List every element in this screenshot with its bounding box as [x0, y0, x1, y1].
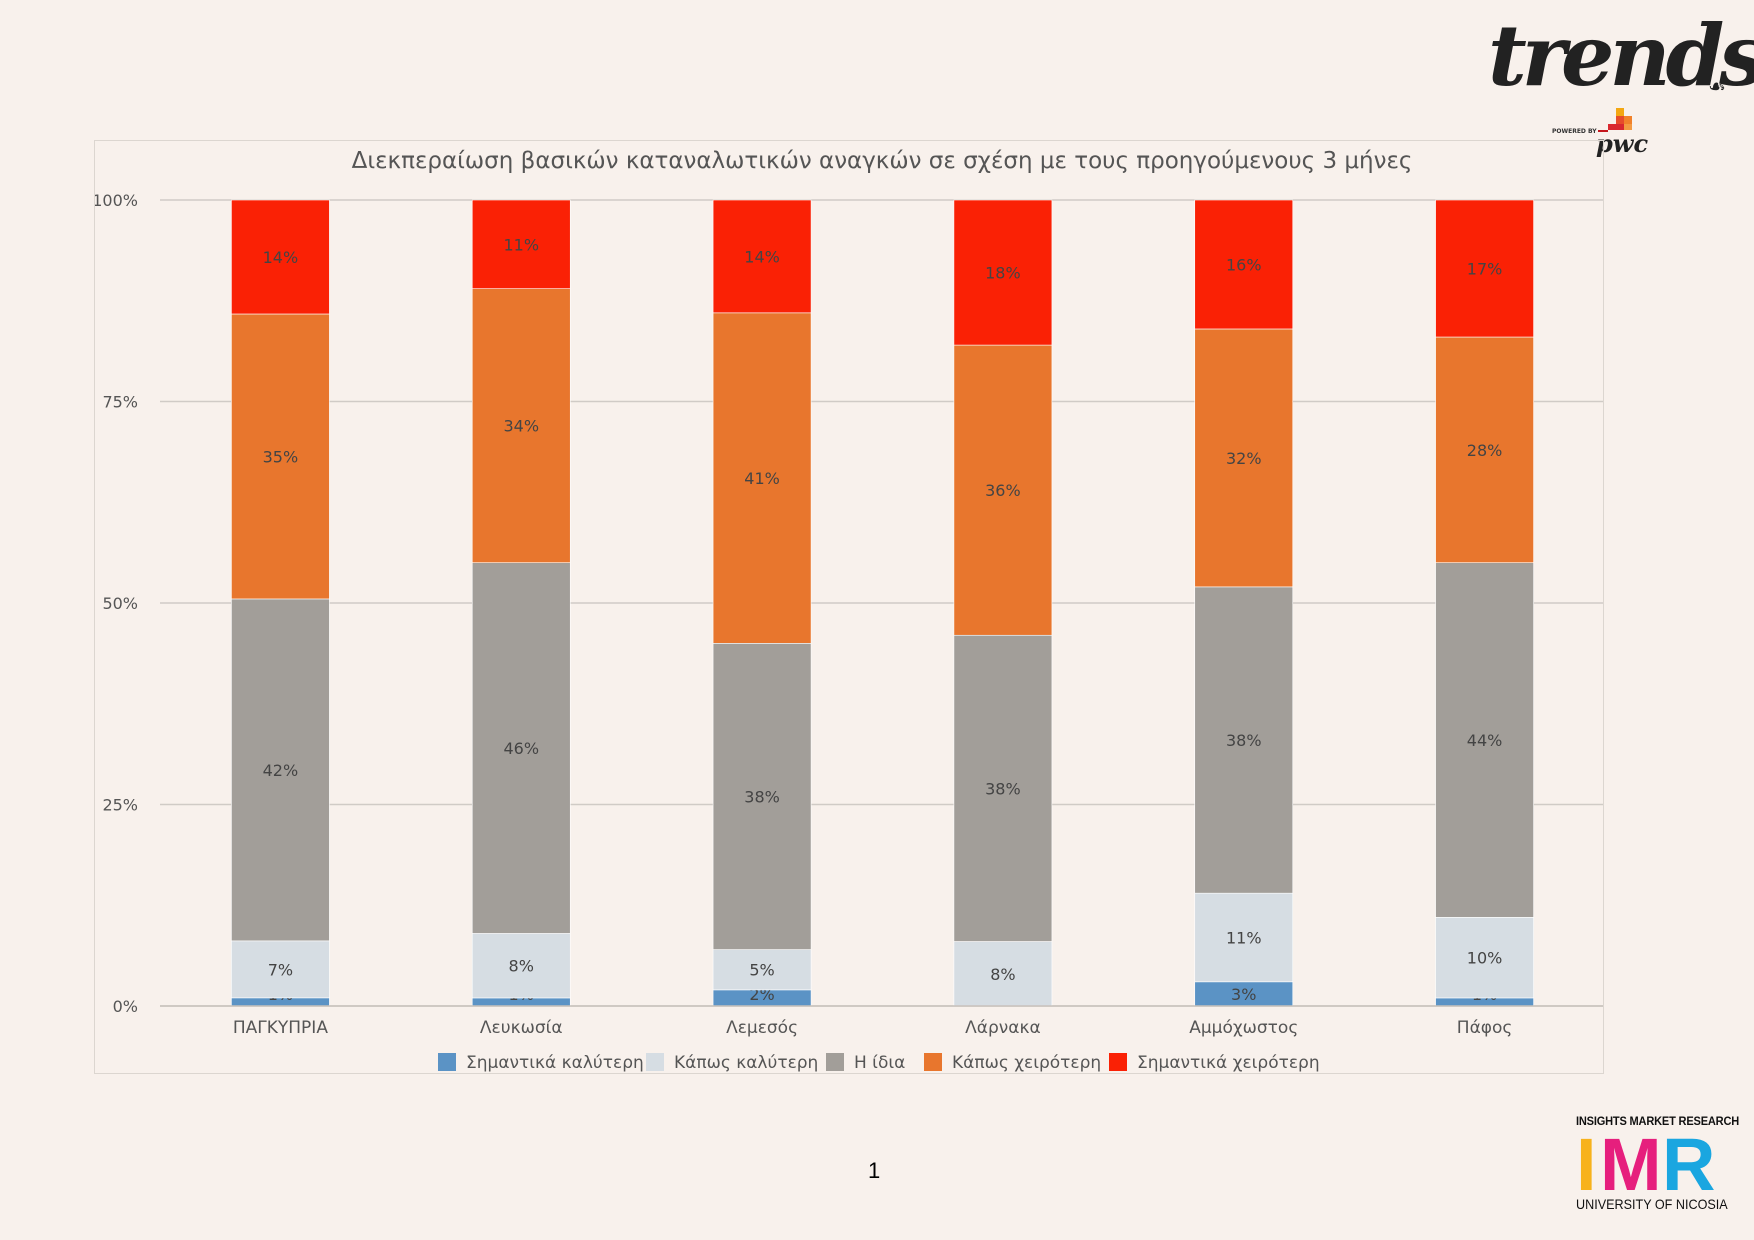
- bar-segment: [712, 642, 812, 950]
- data-label: 3%: [1231, 985, 1256, 1004]
- data-label: 8%: [990, 965, 1015, 984]
- data-label: 7%: [268, 960, 293, 979]
- x-tick-label: Πάφος: [1457, 1018, 1513, 1038]
- stacked-bar-chart: Διεκπεραίωση βασικών καταναλωτικών αναγκ…: [95, 148, 1603, 1073]
- legend-label: Σημαντικά χειρότερη: [1137, 1053, 1320, 1073]
- x-tick-label: ΠΑΓΚΥΠΡΙΑ: [233, 1018, 328, 1038]
- pwc-squares-icon: [1598, 108, 1632, 132]
- legend-label: Κάπως καλύτερη: [674, 1053, 818, 1073]
- bar-segment: [1194, 328, 1294, 588]
- x-tick-label: Λάρνακα: [965, 1018, 1041, 1038]
- bar-segment: [1435, 199, 1534, 338]
- bar-segment: [471, 562, 571, 934]
- data-label: 46%: [503, 739, 539, 758]
- data-label: 11%: [1226, 928, 1262, 947]
- imr-logo: I M R: [1576, 1132, 1715, 1194]
- bar-segment: [1194, 892, 1294, 983]
- imr-letter-m: M: [1600, 1132, 1662, 1194]
- y-tick-label: 100%: [95, 191, 138, 210]
- data-label: 14%: [263, 248, 299, 267]
- legend-swatch: [924, 1053, 942, 1071]
- bar-segment: [1435, 562, 1534, 918]
- bar-segment: [231, 313, 330, 600]
- data-label: 38%: [985, 779, 1021, 798]
- data-label: 17%: [1467, 260, 1503, 279]
- legend-swatch: [438, 1053, 456, 1071]
- bar-segment: [712, 312, 812, 644]
- bar-segment: [1194, 981, 1294, 1007]
- bar-segment: [231, 940, 330, 999]
- chart-area: Διεκπεραίωση βασικών καταναλωτικών αναγκ…: [94, 140, 1604, 1074]
- data-label: 41%: [744, 469, 780, 488]
- powered-by-label: POWERED BY: [1552, 128, 1597, 135]
- y-tick-label: 50%: [102, 594, 138, 613]
- chart-title: Διεκπεραίωση βασικών καταναλωτικών αναγκ…: [352, 148, 1413, 174]
- data-label: 10%: [1467, 949, 1503, 968]
- imr-tagline: INSIGHTS MARKET RESEARCH: [1576, 1114, 1740, 1128]
- page-number: 1: [868, 1158, 881, 1183]
- legend-swatch: [826, 1053, 844, 1071]
- bar-segment: [1435, 917, 1534, 999]
- data-label: 8%: [509, 957, 534, 976]
- data-label: 36%: [985, 481, 1021, 500]
- data-label: 38%: [1226, 731, 1262, 750]
- legend-label: Σημαντικά καλύτερη: [466, 1053, 644, 1073]
- data-label: 28%: [1467, 441, 1503, 460]
- bar-segment: [953, 941, 1053, 1007]
- bar-segment: [953, 344, 1053, 636]
- bar-segment: [471, 933, 571, 999]
- bar-segment: [712, 949, 812, 991]
- data-label: 42%: [263, 761, 299, 780]
- legend-label: Η ίδια: [854, 1053, 905, 1073]
- x-tick-label: Λεμεσός: [726, 1018, 798, 1038]
- y-tick-label: 0%: [113, 997, 138, 1016]
- x-tick-label: Αμμόχωστος: [1189, 1018, 1298, 1038]
- data-label: 35%: [263, 447, 299, 466]
- data-label: 44%: [1467, 731, 1503, 750]
- legend-swatch: [1109, 1053, 1127, 1071]
- data-label: 16%: [1226, 255, 1262, 274]
- trends-logo: trends: [1488, 6, 1754, 105]
- bar-segment: [953, 634, 1053, 942]
- data-label: 34%: [503, 417, 539, 436]
- pwc-logo: pwc: [1596, 129, 1649, 158]
- data-label: 5%: [749, 961, 774, 980]
- imr-letter-r: R: [1662, 1132, 1715, 1194]
- trends-mark-icon: ☙: [1708, 74, 1726, 98]
- data-label: 32%: [1226, 449, 1262, 468]
- bar-segment: [231, 199, 330, 315]
- bar-segment: [953, 199, 1053, 346]
- bar-segment: [712, 199, 812, 314]
- legend-swatch: [646, 1053, 664, 1071]
- y-tick-label: 75%: [102, 393, 138, 412]
- bar-segment: [1435, 336, 1534, 563]
- imr-letter-i: I: [1576, 1132, 1597, 1194]
- x-tick-label: Λευκωσία: [480, 1018, 563, 1038]
- bar-segment: [471, 288, 571, 564]
- data-label: 14%: [744, 247, 780, 266]
- data-label: 18%: [985, 264, 1021, 283]
- bar-segment: [1194, 586, 1294, 894]
- imr-university-label: UNIVERSITY OF NICOSIA: [1576, 1196, 1728, 1212]
- bar-segment: [471, 199, 571, 289]
- data-label: 11%: [503, 235, 539, 254]
- legend-label: Κάπως χειρότερη: [952, 1053, 1101, 1073]
- data-label: 38%: [744, 787, 780, 806]
- y-tick-label: 25%: [102, 796, 138, 815]
- bar-segment: [1194, 199, 1294, 330]
